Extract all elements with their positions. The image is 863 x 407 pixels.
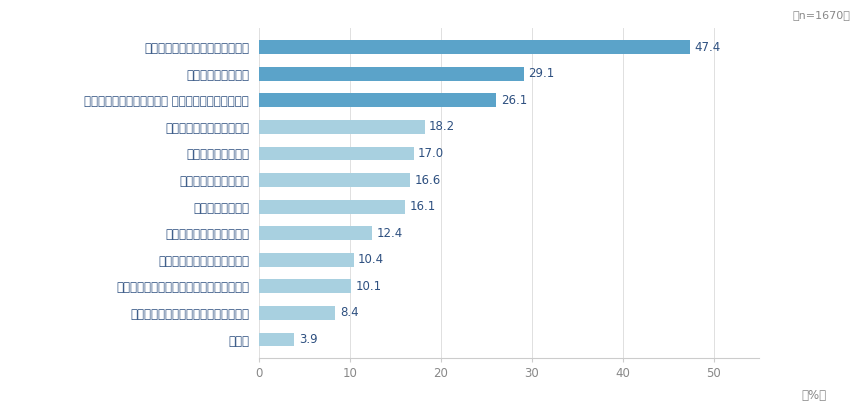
Text: （%）: （%） [801,389,826,402]
Bar [259,280,351,293]
Text: 18.2: 18.2 [429,120,455,133]
Bar [259,253,354,267]
Text: 16.1: 16.1 [410,200,436,213]
Text: 29.1: 29.1 [528,67,555,80]
Text: 47.4: 47.4 [695,41,721,54]
Bar [259,226,372,240]
Bar [259,333,294,346]
Bar [259,200,406,214]
Text: 12.4: 12.4 [376,227,402,240]
Bar [259,40,690,54]
Text: 10.4: 10.4 [358,253,384,266]
Text: 17.0: 17.0 [419,147,444,160]
Text: 26.1: 26.1 [501,94,527,107]
Bar [259,93,496,107]
Bar [259,173,410,187]
Text: 16.6: 16.6 [414,173,441,186]
Bar [259,120,425,134]
Text: 3.9: 3.9 [299,333,318,346]
Text: 10.1: 10.1 [356,280,381,293]
Bar [259,306,336,320]
Text: （n=1670）: （n=1670） [792,10,850,20]
Bar [259,67,524,81]
Bar [259,147,413,160]
Text: 8.4: 8.4 [340,306,358,319]
